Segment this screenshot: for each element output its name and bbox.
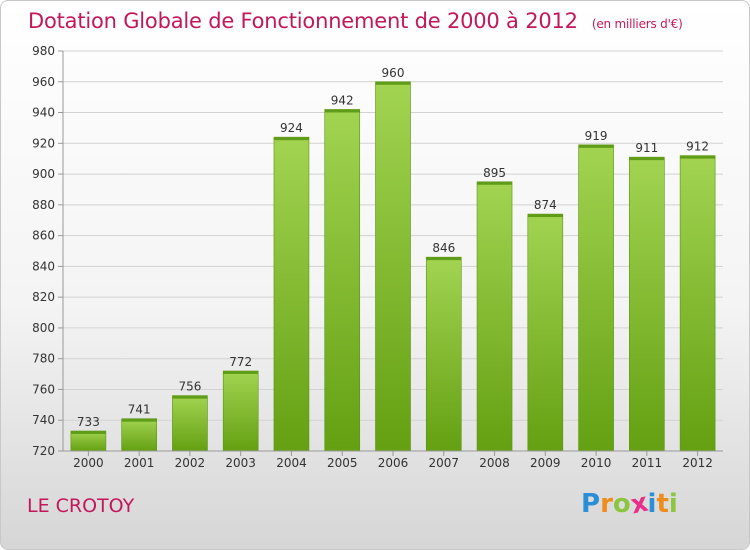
bar-2004 — [273, 136, 310, 452]
y-tick-label: 960 — [32, 75, 55, 89]
x-tick-label-2000: 2000 — [73, 456, 104, 470]
y-tick-label: 800 — [32, 321, 55, 335]
bar-top-2007 — [426, 257, 462, 261]
logo-letter: i — [647, 489, 657, 519]
city-name: LE CROTOY — [27, 495, 135, 517]
bar-top-2004 — [273, 137, 309, 141]
data-label-2004: 924 — [280, 121, 303, 135]
data-label-2011: 911 — [635, 141, 658, 155]
bar-top-2005 — [324, 109, 360, 113]
y-tick-label: 900 — [32, 167, 55, 181]
logo-letter: P — [581, 489, 601, 519]
chart-title: Dotation Globale de Fonctionnement de 20… — [28, 9, 683, 33]
x-tick-label-2005: 2005 — [327, 456, 358, 470]
logo-letter: i — [668, 489, 678, 519]
data-label-2005: 942 — [331, 93, 354, 107]
data-label-2003: 772 — [229, 355, 252, 369]
data-label-2009: 874 — [534, 198, 557, 212]
data-label-2006: 960 — [382, 66, 405, 80]
y-tick-label: 940 — [32, 106, 55, 120]
logo-letter: t — [656, 489, 669, 519]
x-tick-label-2001: 2001 — [124, 456, 155, 470]
proxiti-logo: Proxiti — [581, 488, 678, 521]
logo-letter: o — [612, 489, 631, 519]
bar-2007 — [425, 256, 462, 452]
data-label-2008: 895 — [483, 166, 506, 180]
x-tick-label-2010: 2010 — [581, 456, 612, 470]
data-label-2012: 912 — [686, 140, 709, 154]
y-tick-label: 840 — [32, 259, 55, 273]
y-tick-label: 820 — [32, 290, 55, 304]
chart-subtitle: (en milliers d'€) — [591, 17, 683, 31]
logo-letter: r — [600, 489, 613, 519]
bar-2008 — [476, 181, 513, 452]
bar-2009 — [527, 213, 564, 452]
y-tick-label: 740 — [32, 413, 55, 427]
y-tick-label: 720 — [32, 444, 55, 458]
bars: 733 741 756 772 924 942 960 846 895 874 919 911 912 — [70, 66, 716, 452]
bar-2002 — [172, 395, 208, 452]
bar-2011 — [629, 156, 665, 452]
x-tick-label-2004: 2004 — [276, 456, 307, 470]
y-tick-label: 760 — [32, 382, 55, 396]
data-label-2007: 846 — [432, 241, 455, 255]
x-tick-label-2006: 2006 — [378, 456, 409, 470]
x-tick-label-2012: 2012 — [682, 456, 713, 470]
bar-2010 — [578, 144, 614, 452]
bar-2001 — [121, 418, 157, 452]
y-tick-label: 880 — [32, 198, 55, 212]
y-tick-label: 860 — [32, 229, 55, 243]
x-tick-label-2003: 2003 — [225, 456, 256, 470]
bar-top-2011 — [629, 157, 665, 161]
x-tick-label-2007: 2007 — [428, 456, 459, 470]
bar-top-2008 — [477, 181, 513, 185]
x-tick-label-2009: 2009 — [530, 456, 561, 470]
x-tick-label-2002: 2002 — [175, 456, 206, 470]
y-tick-label: 980 — [32, 44, 55, 58]
bar-2003 — [222, 370, 259, 452]
y-tick-label: 780 — [32, 352, 55, 366]
data-label-2010: 919 — [585, 129, 608, 143]
bar-2012 — [679, 155, 716, 452]
bar-top-2006 — [375, 81, 411, 85]
x-tick-label-2011: 2011 — [632, 456, 663, 470]
bar-top-2009 — [527, 214, 563, 218]
bar-2006 — [375, 81, 411, 452]
bar-top-2012 — [680, 155, 716, 159]
bar-top-2000 — [70, 431, 106, 434]
x-tick-label-2008: 2008 — [479, 456, 510, 470]
bar-top-2002 — [172, 395, 208, 399]
y-tick-label: 920 — [32, 136, 55, 150]
bar-top-2003 — [223, 371, 259, 374]
x-axis: 2000 2001 2002 2003 2004 2005 2006 2007 2008 2009… — [63, 450, 723, 470]
bar-top-2010 — [578, 144, 614, 148]
chart-title-text: Dotation Globale de Fonctionnement de 20… — [28, 9, 578, 33]
data-label-2000: 733 — [77, 415, 100, 429]
bar-2005 — [324, 109, 361, 452]
data-label-2001: 741 — [128, 403, 151, 417]
y-axis: 720 740 760 780 800 820 840 860 880 900 920 940 960 9… — [32, 44, 64, 458]
bar-top-2001 — [121, 418, 157, 422]
data-label-2002: 756 — [178, 380, 201, 394]
